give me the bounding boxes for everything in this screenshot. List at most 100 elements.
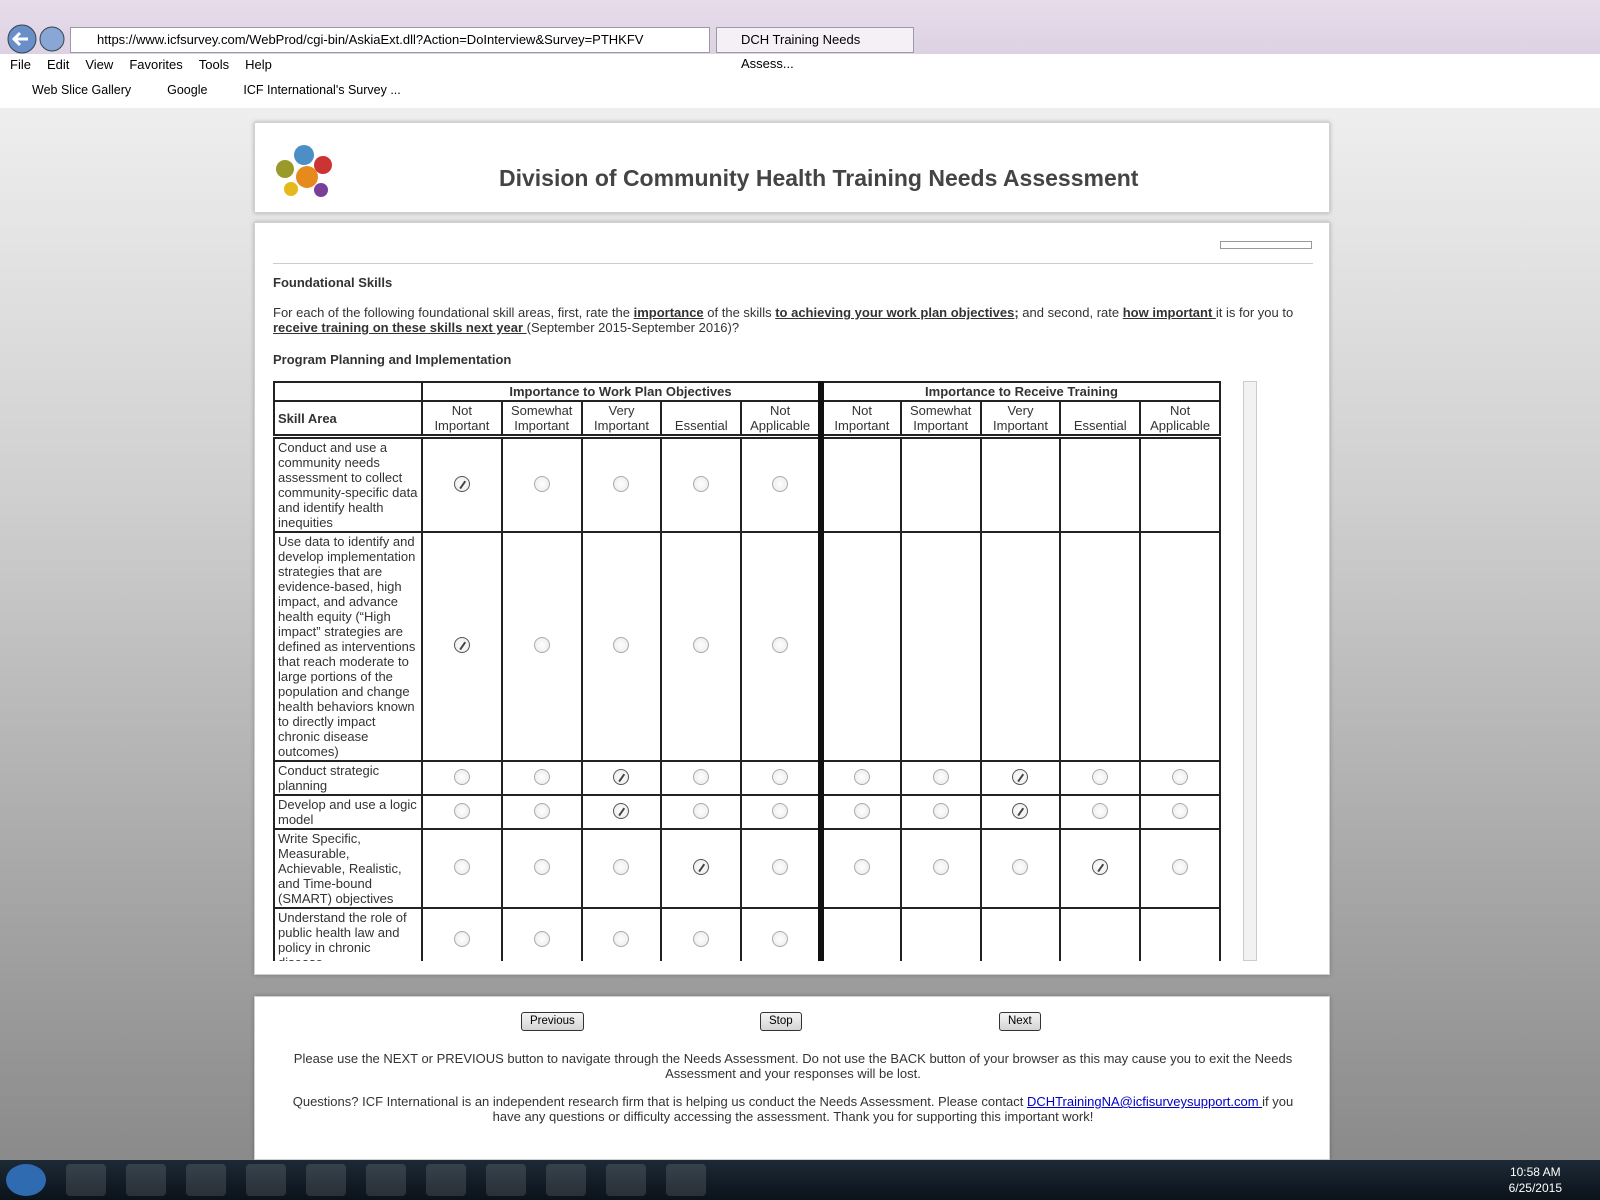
radio-button[interactable] bbox=[453, 475, 470, 492]
radio-button[interactable] bbox=[613, 475, 630, 492]
radio-button[interactable] bbox=[932, 802, 949, 819]
taskbar-icon[interactable] bbox=[306, 1164, 346, 1196]
rating-cell bbox=[500, 907, 583, 961]
browser-tab[interactable]: DCH Training Needs Assess... bbox=[716, 27, 914, 71]
nav-button[interactable]: Stop bbox=[760, 1012, 802, 1031]
radio-button[interactable] bbox=[693, 859, 710, 875]
radio-button[interactable] bbox=[693, 802, 710, 819]
rating-cell bbox=[979, 907, 1062, 961]
date: 6/25/2015 bbox=[1508, 1181, 1562, 1195]
radio-button[interactable] bbox=[772, 475, 789, 492]
radio-button[interactable] bbox=[533, 637, 550, 653]
radio-button[interactable] bbox=[1172, 768, 1189, 785]
radio-button[interactable] bbox=[853, 768, 870, 785]
radio-button[interactable] bbox=[1012, 768, 1029, 785]
radio-button[interactable] bbox=[613, 859, 630, 875]
radio-button[interactable] bbox=[533, 768, 550, 785]
menu-item[interactable]: Tools bbox=[198, 57, 230, 72]
radio-button[interactable] bbox=[693, 475, 710, 492]
radio-button[interactable] bbox=[613, 768, 630, 785]
nav-button[interactable]: Previous bbox=[521, 1012, 584, 1031]
radio-button[interactable] bbox=[772, 637, 789, 653]
taskbar-icon[interactable] bbox=[606, 1164, 646, 1196]
radio-button[interactable] bbox=[533, 859, 550, 875]
favorite-link[interactable]: Web Slice Gallery bbox=[32, 83, 132, 97]
rating-cell bbox=[979, 435, 1062, 533]
radio-button[interactable] bbox=[453, 637, 470, 653]
logo bbox=[276, 145, 332, 197]
radio-button[interactable] bbox=[1092, 768, 1109, 785]
menu-item[interactable]: Favorites bbox=[129, 57, 183, 72]
radio-button[interactable] bbox=[853, 859, 870, 875]
instruction-segment: (September 2015-September 2016)? bbox=[526, 320, 740, 335]
radio-button[interactable] bbox=[772, 930, 789, 947]
radio-button[interactable] bbox=[613, 637, 630, 653]
radio-button[interactable] bbox=[693, 930, 710, 947]
subsection-title: Program Planning and Implementation bbox=[273, 352, 512, 367]
radio-button[interactable] bbox=[1012, 859, 1029, 875]
taskbar-icon[interactable] bbox=[186, 1164, 226, 1196]
section-title: Foundational Skills bbox=[273, 275, 393, 290]
radio-button[interactable] bbox=[1092, 802, 1109, 819]
taskbar-icon[interactable] bbox=[486, 1164, 526, 1196]
rating-cell bbox=[740, 760, 822, 796]
taskbar-icon[interactable] bbox=[366, 1164, 406, 1196]
radio-button[interactable] bbox=[693, 768, 710, 785]
favorite-link[interactable]: ICF International's Survey ... bbox=[243, 83, 401, 97]
start-button[interactable] bbox=[6, 1164, 46, 1196]
rating-cell bbox=[979, 828, 1062, 909]
rating-cell bbox=[500, 794, 583, 830]
taskbar-icon[interactable] bbox=[546, 1164, 586, 1196]
instruction-segment: and second, rate bbox=[1018, 305, 1123, 320]
questions: Questions? ICF International is an indep… bbox=[261, 1094, 1325, 1124]
address-bar[interactable]: https://www.icfsurvey.com/WebProd/cgi-bi… bbox=[70, 27, 710, 53]
rating-cell bbox=[660, 907, 743, 961]
rating-cell bbox=[580, 760, 663, 796]
rating-cell bbox=[660, 794, 743, 830]
radio-button[interactable] bbox=[772, 802, 789, 819]
questions-text: if you have any questions or difficulty … bbox=[492, 1094, 1294, 1124]
page-title: Division of Community Health Training Ne… bbox=[499, 165, 1139, 191]
radio-button[interactable] bbox=[453, 930, 470, 947]
radio-button[interactable] bbox=[1092, 859, 1109, 875]
menu-item[interactable]: Edit bbox=[46, 57, 70, 72]
radio-button[interactable] bbox=[453, 859, 470, 875]
skill-row: Use data to identify and develop impleme… bbox=[273, 531, 1221, 762]
radio-button[interactable] bbox=[533, 930, 550, 947]
radio-button[interactable] bbox=[772, 859, 789, 875]
footer-card: Please use the NEXT or PREVIOUS button t… bbox=[254, 996, 1330, 1160]
nav-buttons[interactable] bbox=[4, 22, 68, 56]
taskbar-icon[interactable] bbox=[126, 1164, 166, 1196]
favorite-link[interactable]: Google bbox=[167, 83, 208, 97]
radio-button[interactable] bbox=[613, 930, 630, 947]
taskbar-icon[interactable] bbox=[246, 1164, 286, 1196]
radio-button[interactable] bbox=[772, 768, 789, 785]
radio-button[interactable] bbox=[1172, 859, 1189, 875]
email-link[interactable]: DCHTrainingNA@icfisurveysupport.com bbox=[1026, 1094, 1263, 1109]
radio-button[interactable] bbox=[1012, 802, 1029, 819]
radio-button[interactable] bbox=[693, 637, 710, 653]
nav-button[interactable]: Next bbox=[999, 1012, 1041, 1031]
option-header: Essential bbox=[660, 400, 743, 439]
rating-cell bbox=[979, 531, 1062, 762]
option-header: Somewhat Important bbox=[500, 400, 583, 439]
radio-button[interactable] bbox=[932, 859, 949, 875]
menu-item[interactable]: Help bbox=[245, 57, 272, 72]
radio-button[interactable] bbox=[932, 768, 949, 785]
instruction-segment: For each of the following foundational s… bbox=[273, 305, 634, 320]
radio-button[interactable] bbox=[453, 768, 470, 785]
radio-button[interactable] bbox=[853, 802, 870, 819]
taskbar-icon[interactable] bbox=[66, 1164, 106, 1196]
rating-cell bbox=[500, 760, 583, 796]
menu-item[interactable]: File bbox=[10, 57, 31, 72]
radio-button[interactable] bbox=[533, 475, 550, 492]
radio-button[interactable] bbox=[453, 802, 470, 819]
taskbar-icon[interactable] bbox=[666, 1164, 706, 1196]
radio-button[interactable] bbox=[613, 802, 630, 819]
radio-button[interactable] bbox=[533, 802, 550, 819]
scrollbar[interactable] bbox=[1243, 381, 1257, 961]
taskbar-icon[interactable] bbox=[426, 1164, 466, 1196]
radio-button[interactable] bbox=[1172, 802, 1189, 819]
menu-item[interactable]: View bbox=[85, 57, 114, 72]
instruction-segment: receive training on these skills next ye… bbox=[273, 320, 527, 335]
